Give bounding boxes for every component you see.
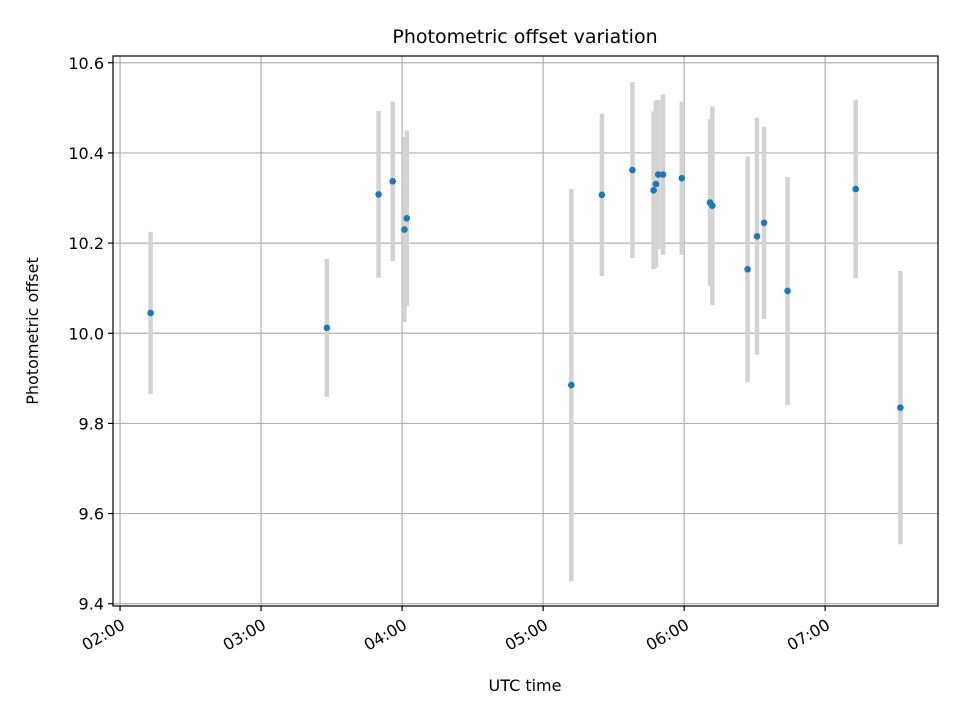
y-tick-label: 9.8 <box>79 414 104 433</box>
y-tick-label: 9.6 <box>79 505 104 524</box>
data-point <box>760 219 768 227</box>
data-point <box>678 174 686 182</box>
data-point <box>784 287 791 295</box>
x-axis-title: UTC time <box>489 676 562 695</box>
y-tick-label: 10.0 <box>68 324 104 343</box>
data-point <box>654 171 662 178</box>
data-point <box>389 178 397 185</box>
y-tick-label: 10.4 <box>68 144 104 163</box>
data-point <box>375 191 382 198</box>
data-point <box>659 171 667 178</box>
data-point <box>709 202 716 209</box>
plot-frame <box>112 55 939 607</box>
data-point <box>652 180 660 188</box>
data-point <box>753 233 761 240</box>
data-point <box>147 309 154 317</box>
data-point <box>897 404 904 411</box>
data-point <box>598 191 606 199</box>
data-point <box>744 265 751 273</box>
grid <box>113 56 938 606</box>
data-point <box>852 185 860 193</box>
y-axis-title: Photometric offset <box>23 257 42 405</box>
data-point <box>568 381 575 389</box>
data-points <box>147 166 904 411</box>
data-point <box>629 166 636 174</box>
data-point <box>323 324 331 332</box>
y-tick-label: 9.4 <box>79 595 104 614</box>
data-point <box>401 226 408 233</box>
chart-title: Photometric offset variation <box>392 26 657 48</box>
data-point <box>403 214 411 222</box>
y-tick-label: 10.6 <box>68 54 104 73</box>
data-point <box>650 187 657 194</box>
y-tick-label: 10.2 <box>68 234 104 253</box>
